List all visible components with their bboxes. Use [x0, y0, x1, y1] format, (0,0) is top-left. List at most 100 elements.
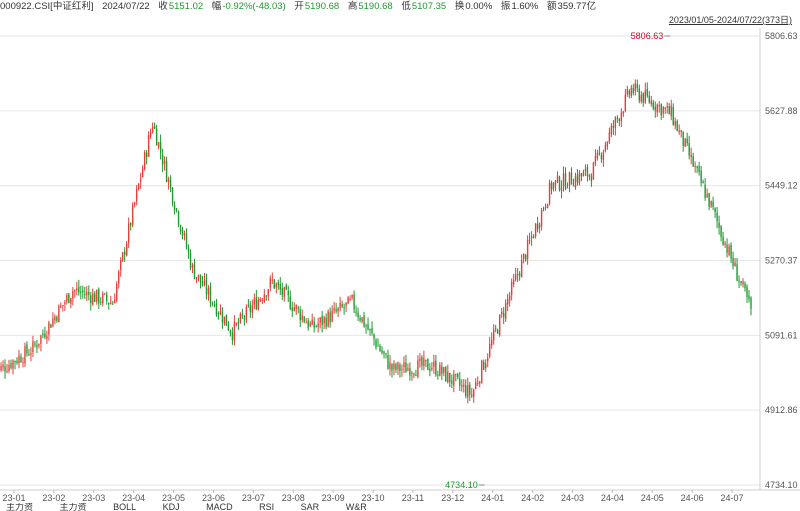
- candle-body: [548, 182, 551, 204]
- candle-body: [223, 316, 226, 325]
- candle-body: [2, 364, 4, 368]
- candle-body: [596, 152, 599, 159]
- candle-body: [335, 309, 337, 312]
- candle-body: [389, 362, 391, 369]
- candle-body: [329, 312, 331, 323]
- candle-body: [143, 152, 146, 169]
- candle-body: [139, 178, 142, 182]
- candle-body: [411, 372, 413, 374]
- candle-body: [616, 117, 619, 119]
- candle-body: [443, 367, 445, 373]
- candle-body: [397, 362, 399, 370]
- candle-body: [674, 121, 676, 126]
- candle-body: [191, 264, 194, 268]
- candle-body: [475, 382, 477, 389]
- candle-body: [734, 262, 736, 267]
- candle-body: [461, 385, 463, 387]
- x-tick-label: 23-06: [202, 493, 225, 503]
- close-label: 收: [158, 1, 168, 12]
- candle-body: [94, 293, 96, 302]
- candle-body: [584, 169, 587, 171]
- candle-body: [261, 300, 264, 302]
- candle-body: [42, 333, 44, 335]
- x-tick-label: 23-10: [362, 493, 385, 503]
- candle-body: [38, 343, 40, 346]
- candle-body: [750, 297, 752, 309]
- candle-body: [76, 288, 78, 291]
- grid: [0, 35, 760, 486]
- candle-body: [341, 303, 343, 307]
- tab-wr[interactable]: W&R: [345, 503, 367, 511]
- candle-body: [419, 358, 421, 361]
- tab-kdj[interactable]: KDJ: [162, 503, 180, 511]
- candle-body: [102, 293, 104, 304]
- candle-body: [183, 233, 186, 235]
- candle-body: [393, 363, 395, 370]
- candle-body: [50, 324, 52, 328]
- candle-body: [714, 208, 716, 212]
- candle-body: [315, 325, 317, 327]
- candle-body: [273, 279, 275, 289]
- tab-main-funds-2[interactable]: 主力资: [59, 503, 87, 511]
- candle-body: [135, 189, 138, 202]
- candle-body: [133, 202, 136, 205]
- tab-main-funds-1[interactable]: 主力资: [6, 503, 34, 511]
- candle-body: [722, 236, 724, 246]
- candle-body: [26, 344, 28, 354]
- candle-body: [427, 359, 429, 370]
- candle-body: [345, 302, 347, 306]
- candle-body: [369, 328, 371, 330]
- candle-body: [96, 289, 98, 302]
- candle-body: [203, 280, 206, 285]
- candle-body: [257, 299, 260, 310]
- x-tick-label: 23-09: [322, 493, 345, 503]
- candle-body: [425, 359, 427, 361]
- candle-body: [279, 283, 281, 290]
- candle-body: [171, 187, 174, 204]
- candle-body: [227, 325, 230, 331]
- candle-body: [544, 206, 547, 208]
- candle-body: [301, 315, 303, 321]
- candle-body: [383, 351, 385, 354]
- quote-header: 000922.CSI[中证红利] 2024/07/22 收5151.02 幅-0…: [0, 0, 800, 14]
- candle-body: [0, 366, 2, 371]
- date-range-selector[interactable]: 2023/01/05-2024/07/22(373日): [668, 15, 792, 25]
- candle-body: [445, 366, 447, 382]
- candle-body: [574, 176, 577, 188]
- candle-body: [598, 152, 601, 154]
- candle-body: [684, 138, 686, 147]
- candle-body: [500, 311, 503, 315]
- candle-body: [241, 314, 244, 317]
- tab-sar[interactable]: SAR: [300, 503, 320, 511]
- candle-body: [469, 384, 471, 395]
- x-tick-label: 24-01: [481, 493, 504, 503]
- candle-body: [98, 289, 100, 304]
- tab-boll[interactable]: BOLL: [113, 503, 137, 511]
- x-axis: 23-01 23-02 23-03 23-04 23-05 23-06 23-07 23-08…: [0, 489, 800, 503]
- amount-value: 359.77亿: [557, 1, 597, 12]
- candle-body: [612, 126, 615, 128]
- index-code: 000922.CSI[中证红利]: [0, 1, 94, 12]
- x-tick-label: 23-12: [441, 493, 464, 503]
- candle-body: [16, 360, 18, 363]
- candle-body: [646, 88, 648, 96]
- candle-body: [62, 304, 64, 306]
- candle-body: [88, 292, 90, 295]
- candle-body: [269, 278, 272, 288]
- candle-body: [664, 107, 666, 109]
- candle-body: [327, 311, 329, 327]
- candle-body: [471, 394, 473, 397]
- candle-body: [153, 126, 156, 129]
- candle-body: [104, 293, 106, 295]
- candle-body: [321, 315, 323, 326]
- candle-body: [287, 290, 289, 296]
- tab-macd[interactable]: MACD: [206, 503, 233, 511]
- candle-body: [233, 321, 236, 341]
- candle-body: [54, 316, 56, 321]
- candle-body: [570, 173, 573, 185]
- candle-body: [169, 180, 172, 187]
- tab-rsi[interactable]: RSI: [259, 503, 275, 511]
- candle-body: [718, 222, 720, 228]
- candle-body: [670, 105, 672, 117]
